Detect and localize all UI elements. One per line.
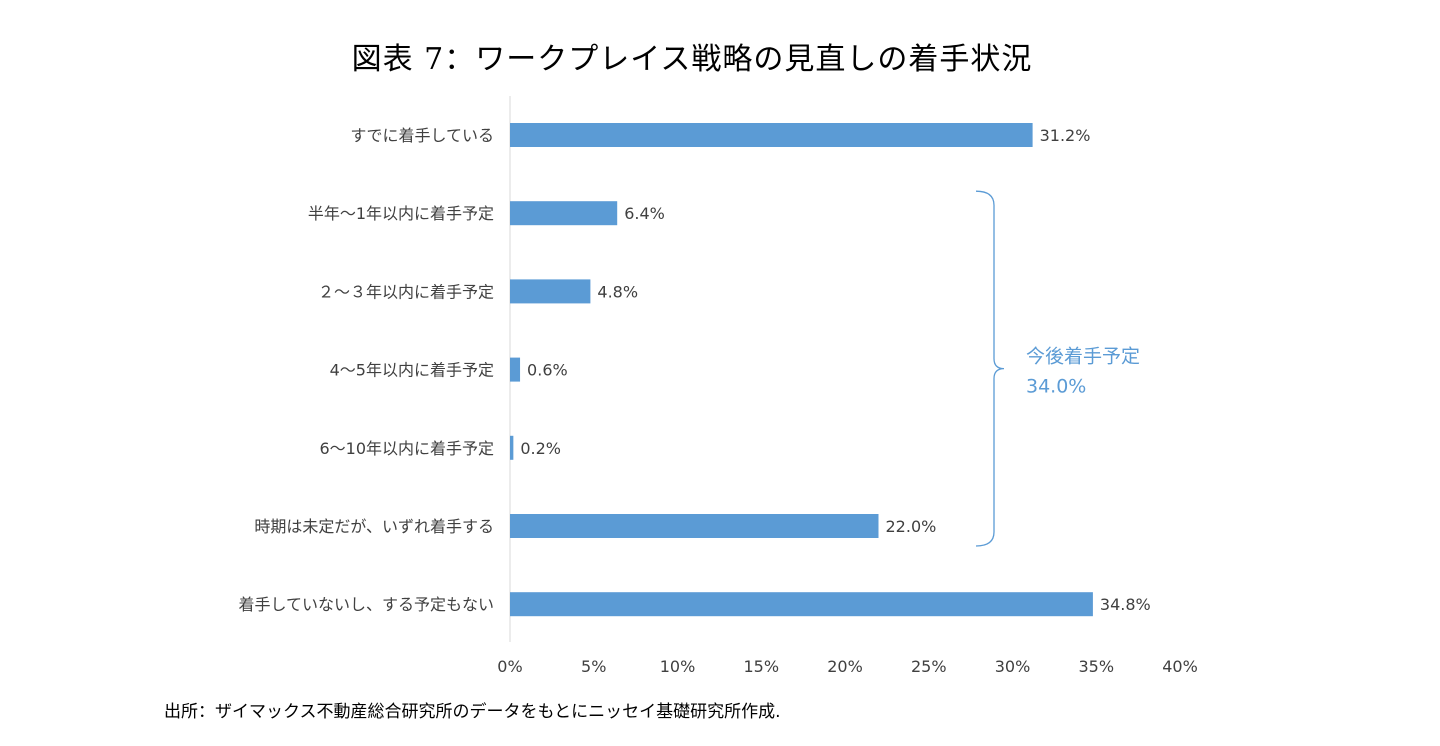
bar — [510, 592, 1093, 617]
data-label: 22.0% — [886, 517, 937, 536]
category-label: 着手していないし、する予定もない — [238, 595, 494, 614]
bar — [510, 201, 618, 226]
bar — [510, 357, 521, 382]
category-label: 時期は未定だが、いずれ着手する — [254, 517, 494, 536]
x-tick-label: 0% — [497, 657, 522, 676]
x-tick-label: 20% — [827, 657, 863, 676]
annotation-value: 34.0% — [1026, 376, 1086, 398]
category-label: 6～10年以内に着手予定 — [319, 439, 494, 458]
x-tick-label: 40% — [1162, 657, 1198, 676]
data-label: 31.2% — [1040, 126, 1091, 145]
category-label: 半年～1年以内に着手予定 — [308, 204, 494, 223]
data-label: 4.8% — [597, 282, 638, 301]
category-label: 4～5年以内に着手予定 — [330, 361, 494, 380]
x-tick-label: 10% — [660, 657, 696, 676]
bar — [510, 435, 514, 460]
category-label: すでに着手している — [350, 126, 494, 145]
bar — [510, 514, 879, 538]
chart-title: 図表 7：ワークプレイス戦略の見直しの着手状況 — [351, 42, 1033, 77]
data-label: 0.6% — [527, 361, 568, 380]
bar — [510, 123, 1033, 147]
x-tick-label: 15% — [743, 657, 779, 676]
bar — [510, 279, 591, 304]
annotation-label: 今後着手予定 — [1026, 346, 1140, 368]
x-tick-label: 25% — [911, 657, 947, 676]
data-label: 34.8% — [1100, 595, 1151, 614]
x-tick-label: 5% — [581, 657, 606, 676]
source-note: 出所：ザイマックス不動産総合研究所のデータをもとにニッセイ基礎研究所作成. — [164, 702, 781, 722]
data-label: 0.2% — [520, 439, 561, 458]
data-label: 6.4% — [624, 204, 665, 223]
x-tick-label: 35% — [1078, 657, 1114, 676]
category-label: ２～３年以内に着手予定 — [318, 282, 494, 301]
x-tick-label: 30% — [995, 657, 1031, 676]
annotation-brace — [975, 190, 1005, 547]
